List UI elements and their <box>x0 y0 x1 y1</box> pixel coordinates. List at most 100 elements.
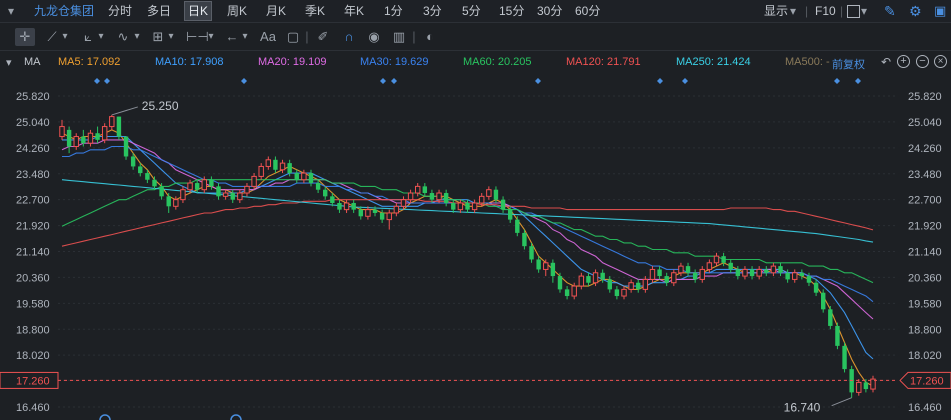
arrow-icon[interactable]: ← <box>225 29 239 44</box>
period-tab-10[interactable]: 15分 <box>499 4 525 18</box>
period-tab-1[interactable]: 多日 <box>147 4 172 18</box>
chevron-down-icon[interactable]: ▾ <box>98 31 104 42</box>
candle-body-down <box>337 202 342 210</box>
display-dropdown-icon[interactable]: ▾ <box>790 4 797 18</box>
frame-icon[interactable]: ⊞ <box>152 29 164 44</box>
pen-icon[interactable]: ✎ <box>884 3 896 19</box>
y-tick-right: 16.460 <box>908 402 942 414</box>
event-marker <box>380 78 386 84</box>
candle-body-up <box>244 185 250 194</box>
zoom-in-icon[interactable]: + <box>897 55 910 68</box>
measure-icon[interactable]: ⊢⊣ <box>186 29 209 44</box>
checkbox-icon[interactable] <box>847 5 860 18</box>
eye-icon[interactable]: ◉ <box>368 29 380 44</box>
y-tick-right: 25.820 <box>908 91 942 103</box>
event-marker <box>682 78 688 84</box>
y-tick-left: 16.460 <box>16 402 50 414</box>
collapse-icon[interactable]: ▾ <box>6 57 12 69</box>
chevron-down-icon[interactable]: ▾ <box>134 31 140 42</box>
text-icon[interactable]: Aa <box>260 29 276 44</box>
candle-body-up <box>649 268 656 280</box>
event-marker <box>241 78 247 84</box>
news-marker <box>99 414 111 420</box>
period-tab-7[interactable]: 1分 <box>384 4 403 18</box>
drawing-toolbar: ✛ ⟋ ▾ ⟀ ▾ ∿ ▾ ⊞ ▾ ⊢⊣ ▾ ← ▾ Aa ▢ | ✐ ∩ ◉ … <box>0 24 951 51</box>
period-tab-6[interactable]: 年K <box>344 4 365 18</box>
candle-body-down <box>806 276 812 283</box>
candle-body-up <box>671 272 677 284</box>
period-tab-5[interactable]: 季K <box>305 4 326 18</box>
y-tick-left: 21.140 <box>16 247 50 259</box>
candle-body-up <box>301 172 307 181</box>
chevron-down-icon[interactable]: ▾ <box>168 31 174 42</box>
period-tab-9[interactable]: 5分 <box>462 4 481 18</box>
period-tab-12[interactable]: 60分 <box>575 4 601 18</box>
candle-body-down <box>465 202 470 210</box>
ma20-value: MA20: 19.109 <box>258 56 327 68</box>
candle-body-down <box>692 272 698 280</box>
kline-chart[interactable]: 25.820 25.820 25.040 25.040 24.260 24.260 23.4… <box>0 72 951 420</box>
stock-title[interactable]: 九龙仓集团 <box>34 4 95 18</box>
chevron-down-icon[interactable]: ▾ <box>8 4 15 18</box>
wave-icon[interactable]: ∿ <box>117 29 129 44</box>
eraser-icon[interactable]: ✐ <box>317 29 329 44</box>
magnet-icon[interactable]: ∩ <box>344 29 354 44</box>
candle-body-up <box>592 272 599 284</box>
candle-body-up <box>407 192 414 201</box>
candle-body-down <box>749 269 755 277</box>
period-tab-4[interactable]: 月K <box>266 4 287 18</box>
chevron-down-icon[interactable]: ▾ <box>242 31 248 42</box>
candle-body-down <box>95 133 100 140</box>
zoom-out-icon[interactable]: − <box>916 55 929 68</box>
candle-body-down <box>372 209 378 213</box>
adjust-mode-button[interactable]: 前复权 <box>830 56 867 72</box>
display-dropdown[interactable]: 显示 <box>764 4 789 18</box>
line-draw-icon[interactable]: ⟋ <box>47 29 57 44</box>
dock-icon[interactable]: ▣ <box>934 3 947 18</box>
settings-icon[interactable]: ⚙ <box>909 3 922 19</box>
event-marker <box>104 78 110 84</box>
ma5-value: MA5: 17.092 <box>58 56 121 68</box>
candle-body-down <box>166 196 171 207</box>
candle-body-down <box>422 186 428 194</box>
candle-body-up <box>173 199 179 207</box>
candle-body-up <box>187 182 193 191</box>
candle-body-down <box>835 325 840 346</box>
candle-body-up <box>109 116 115 128</box>
top-bar: 九龙仓集团 ▾ 分时 多日 日K 周K 月K 季K 年K 1分 3分 5分 15… <box>0 0 951 23</box>
period-tab-8[interactable]: 3分 <box>423 4 442 18</box>
candle-body-down <box>842 345 847 370</box>
current-price-badge-left <box>0 371 59 389</box>
f10-icon[interactable]: F10 <box>815 4 836 18</box>
candle-body-down <box>600 272 605 280</box>
candle-body-down <box>764 269 769 273</box>
candle-body-up <box>258 165 264 177</box>
period-tab-11[interactable]: 30分 <box>537 4 563 18</box>
candle-body-up <box>386 212 392 221</box>
undo-icon[interactable]: ↶ <box>880 55 892 69</box>
candle-body-up <box>621 288 627 297</box>
period-tab-3[interactable]: 周K <box>227 4 248 18</box>
chevron-down-icon[interactable]: ▾ <box>62 31 68 42</box>
channel-icon[interactable]: ⟀ <box>84 29 92 44</box>
candle-body-up <box>101 126 108 141</box>
chevron-down-icon[interactable]: ▾ <box>861 4 868 18</box>
candle-body-up <box>678 265 684 274</box>
y-tick-left: 20.360 <box>16 272 50 284</box>
y-tick-right: 21.920 <box>908 221 942 233</box>
comment-icon[interactable]: ▢ <box>286 29 300 44</box>
y-tick-right: 19.580 <box>908 298 942 310</box>
event-marker <box>535 78 541 84</box>
close-icon[interactable]: × <box>934 55 947 68</box>
candle-body-up <box>870 378 876 390</box>
period-tab-2[interactable]: 日K <box>184 1 213 21</box>
period-tab-0[interactable]: 分时 <box>108 4 133 18</box>
candle-body-down <box>81 136 86 144</box>
candle-body-down <box>500 199 506 210</box>
low-annotation: 16.740 <box>784 401 821 415</box>
crosshair-icon[interactable]: ✛ <box>15 28 35 46</box>
toggle-icon[interactable]: ◐ <box>426 29 434 44</box>
chevron-down-icon[interactable]: ▾ <box>208 31 214 42</box>
trash-icon[interactable]: ▥ <box>392 29 406 44</box>
candle-body-up <box>436 192 442 201</box>
